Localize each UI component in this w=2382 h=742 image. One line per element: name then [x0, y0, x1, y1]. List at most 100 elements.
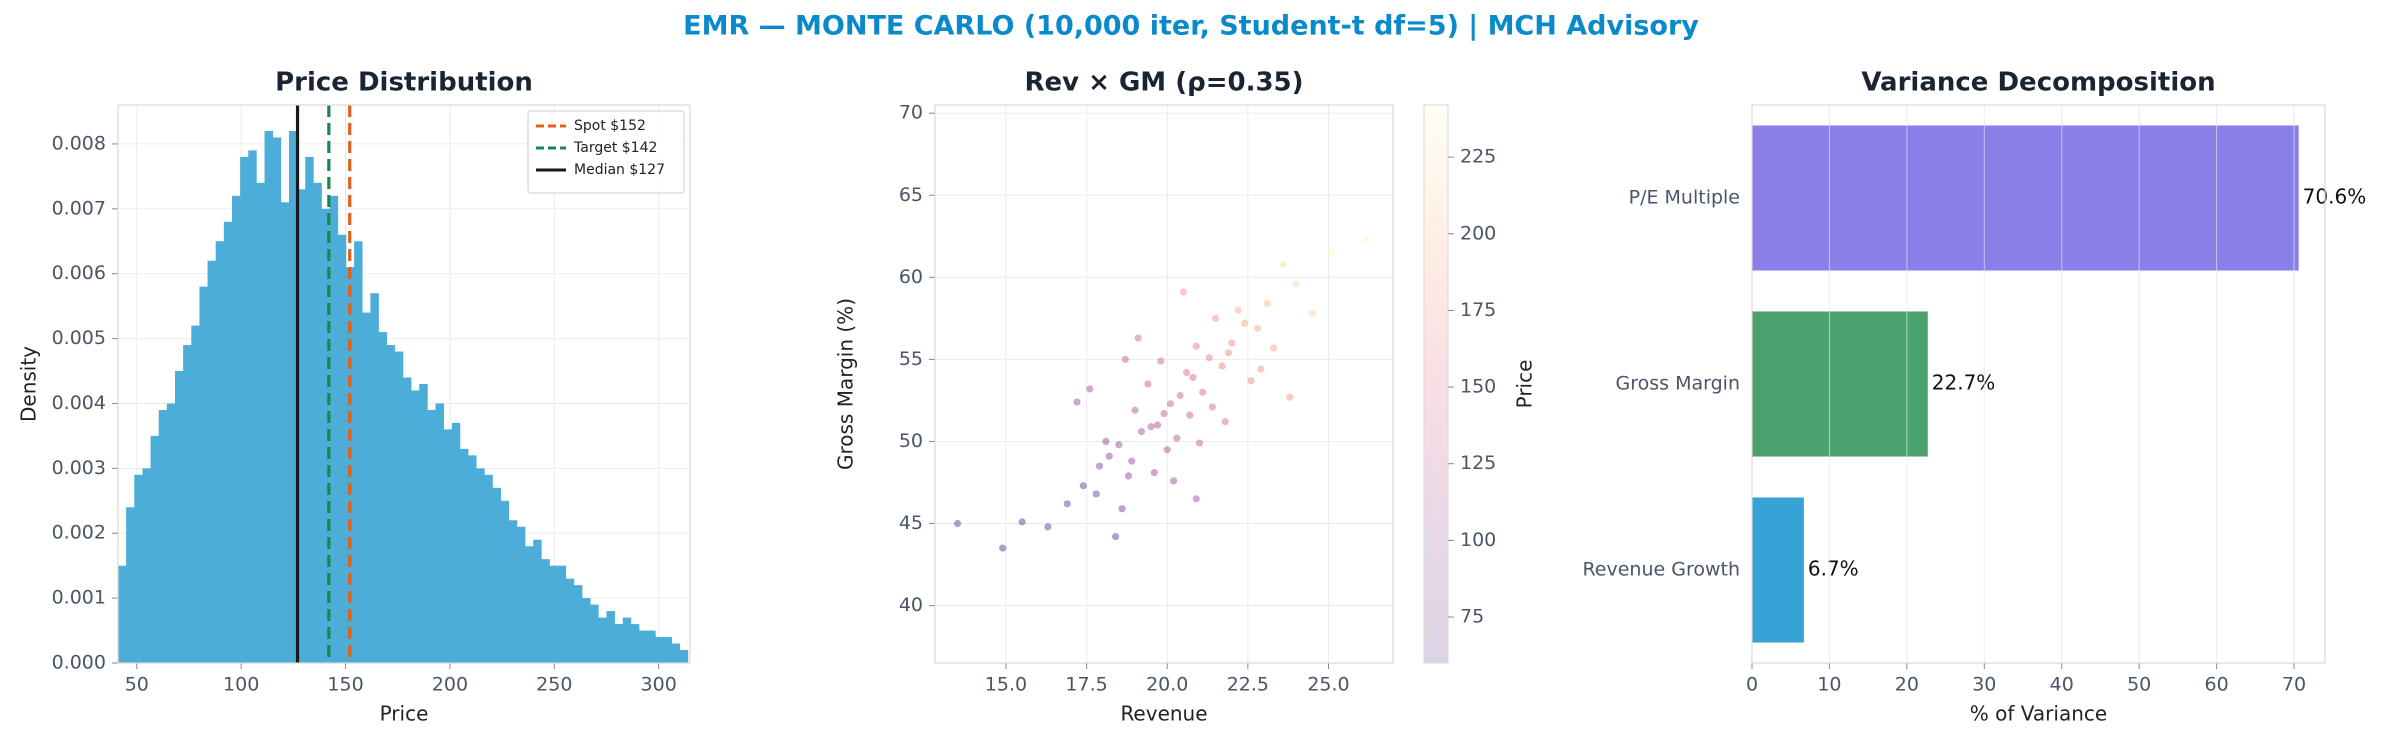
scatter-point — [1189, 373, 1197, 382]
histogram-bar — [671, 643, 681, 663]
category-label: P/E Multiple — [1629, 187, 1740, 209]
x-axis-label: % of Variance — [1970, 702, 2107, 726]
histogram-bar — [370, 293, 379, 663]
histogram-bar — [297, 189, 306, 664]
x-tick-label: 15.0 — [985, 674, 1027, 696]
y-tick-label: 55 — [899, 348, 923, 370]
histogram-bar — [459, 448, 469, 663]
value-label: 6.7% — [1808, 557, 1859, 581]
histogram-bar — [183, 345, 192, 663]
scatter-point — [1102, 437, 1110, 446]
scatter-point — [1363, 235, 1371, 244]
axes-frame — [934, 104, 1394, 664]
histogram-bar — [402, 377, 412, 663]
y-axis-label: Gross Margin (%) — [834, 298, 858, 470]
scatter-point — [1115, 441, 1123, 449]
scatter-point — [1234, 306, 1242, 314]
histogram-bar — [337, 234, 347, 663]
subplot-title: Variance Decomposition — [1861, 68, 2215, 98]
scatter-point — [1095, 462, 1104, 470]
figure-title: EMR — MONTE CARLO (10,000 iter, Student-… — [683, 11, 1699, 42]
histogram-bar — [207, 260, 216, 663]
scatter-point — [1124, 472, 1133, 480]
x-tick-label: 70 — [2282, 674, 2306, 696]
axes-frame — [1751, 104, 2326, 664]
y-tick-label: 40 — [899, 594, 923, 616]
colorbar-tick-label: 100 — [1460, 529, 1496, 551]
scatter-point — [1105, 452, 1113, 460]
scatter-point — [1218, 362, 1226, 370]
scatter-point — [1044, 523, 1052, 531]
histogram-bar — [598, 617, 607, 663]
histogram-bar — [630, 624, 640, 663]
y-tick-label: 0.008 — [52, 132, 106, 154]
scatter-point — [1160, 409, 1168, 418]
scatter-point — [1195, 439, 1204, 447]
histogram-bar — [264, 130, 273, 663]
scatter-point — [1279, 260, 1287, 268]
colorbar-tick-label: 150 — [1460, 376, 1496, 398]
histogram-bar — [663, 637, 672, 663]
scatter-point — [1182, 368, 1191, 377]
x-tick-label: 300 — [641, 674, 677, 696]
scatter-point — [1247, 377, 1255, 385]
y-tick-label: 0.007 — [52, 197, 106, 219]
scatter-point — [1079, 482, 1087, 490]
histogram-bar — [647, 630, 656, 663]
histogram-bar — [362, 312, 371, 663]
scatter-point — [1153, 421, 1162, 429]
scatter-point — [1292, 280, 1300, 288]
histogram-bar — [329, 195, 339, 663]
scatter-point — [1253, 324, 1262, 332]
scatter-point — [1150, 469, 1158, 477]
scatter-point — [1134, 334, 1142, 342]
scatter-point — [1128, 457, 1136, 465]
histogram-bar — [508, 520, 518, 663]
histogram-bar — [223, 221, 233, 663]
histogram-bar — [354, 241, 363, 664]
y-tick-label: 70 — [899, 102, 923, 124]
histogram-bar — [639, 630, 648, 663]
histogram-bar — [321, 208, 330, 663]
histogram-bar — [419, 384, 428, 663]
y-tick-label: 65 — [899, 184, 923, 206]
scatter-point — [1118, 505, 1126, 513]
scatter-point — [1176, 391, 1184, 400]
y-tick-label: 0.003 — [52, 457, 106, 479]
histogram-bar — [427, 409, 436, 663]
histogram-bar — [191, 325, 200, 663]
histogram-bar — [492, 487, 501, 663]
category-label: Gross Margin — [1616, 373, 1740, 395]
histogram-bar — [541, 559, 550, 663]
scatter-point — [1328, 249, 1336, 257]
x-tick-label: 20 — [1895, 674, 1919, 696]
scatter-point — [1131, 406, 1139, 414]
colorbar-tick-label: 75 — [1460, 606, 1484, 628]
category-label: Revenue Growth — [1582, 559, 1740, 581]
histogram-bar — [142, 468, 151, 663]
scatter-point — [999, 544, 1007, 552]
histogram-bar — [557, 565, 567, 663]
scatter-point — [1179, 288, 1187, 296]
bar — [1752, 497, 1804, 643]
histogram-bar — [248, 150, 257, 664]
scatter-point — [1147, 423, 1155, 431]
scatter-point — [1199, 388, 1207, 396]
x-tick-label: 0 — [1746, 674, 1758, 696]
histogram-bar — [565, 578, 575, 663]
x-tick-label: 22.5 — [1227, 674, 1269, 696]
histogram-bar — [411, 390, 420, 663]
scatter-point — [1073, 398, 1081, 406]
x-tick-label: 150 — [327, 674, 363, 696]
scatter-point — [1063, 500, 1071, 508]
x-tick-label: 200 — [432, 674, 468, 696]
scatter-point — [1192, 342, 1200, 350]
histogram-bar — [166, 403, 176, 663]
legend-label: Target $142 — [573, 140, 657, 156]
x-tick-label: 50 — [2127, 674, 2151, 696]
colorbar-tick-label: 125 — [1460, 452, 1496, 474]
x-tick-label: 25.0 — [1307, 674, 1349, 696]
x-tick-label: 40 — [2050, 674, 2074, 696]
scatter-point — [1228, 339, 1236, 347]
histogram-bar — [231, 195, 241, 663]
